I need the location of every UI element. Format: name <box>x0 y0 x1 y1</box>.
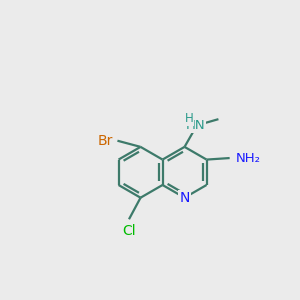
Text: Br: Br <box>98 134 113 148</box>
Text: HN: HN <box>185 119 205 132</box>
Text: Cl: Cl <box>122 224 136 238</box>
Text: N: N <box>179 191 190 205</box>
Text: H: H <box>185 112 194 125</box>
Text: NH₂: NH₂ <box>236 152 261 164</box>
